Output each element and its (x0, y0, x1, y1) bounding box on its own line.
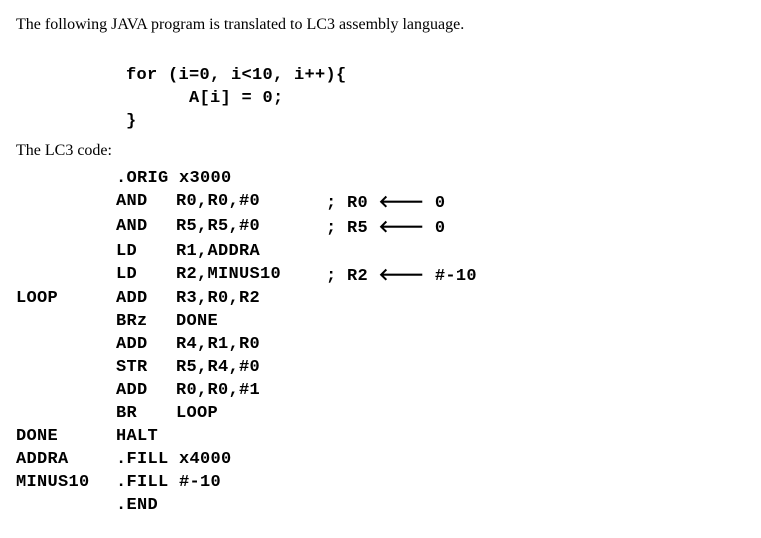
asm-label: ADDRA (16, 449, 116, 472)
asm-line: STRR5,R4,#0 (16, 357, 745, 380)
asm-label: MINUS10 (16, 472, 116, 495)
asm-operands: R5,R4,#0 (176, 357, 326, 380)
asm-label (16, 357, 116, 380)
asm-line: ADDR0,R0,#1 (16, 380, 745, 403)
asm-line: MINUS10.FILL #-10 (16, 472, 745, 495)
asm-operands: R5,R5,#0 (176, 216, 326, 241)
lc3-heading: The LC3 code: (16, 142, 745, 160)
intro-text: The following JAVA program is translated… (16, 16, 745, 34)
asm-directive: .END (116, 495, 326, 518)
asm-label (16, 264, 116, 289)
asm-label (16, 495, 116, 518)
asm-opcode: ADD (116, 380, 176, 403)
asm-label (16, 216, 116, 241)
asm-opcode: HALT (116, 426, 176, 449)
asm-line: .ORIG x3000 (16, 168, 745, 191)
asm-operands: DONE (176, 311, 326, 334)
asm-opcode: ADD (116, 334, 176, 357)
asm-comment: ; R5 🡐 0 (326, 216, 445, 241)
asm-opcode: BR (116, 403, 176, 426)
asm-comment: ; R0 🡐 0 (326, 191, 445, 216)
asm-operands: R1,ADDRA (176, 241, 326, 264)
java-line-1: for (i=0, i<10, i++){ (126, 66, 347, 85)
asm-directive: .FILL #-10 (116, 472, 326, 495)
asm-line: BRLOOP (16, 403, 745, 426)
left-arrow-icon: 🡐 (379, 217, 425, 236)
asm-label (16, 311, 116, 334)
asm-code-block: .ORIG x3000ANDR0,R0,#0; R0 🡐 0ANDR5,R5,#… (16, 168, 745, 518)
asm-comment: ; R2 🡐 #-10 (326, 264, 477, 289)
asm-label (16, 380, 116, 403)
asm-label (16, 191, 116, 216)
asm-operands: R0,R0,#0 (176, 191, 326, 216)
asm-label: DONE (16, 426, 116, 449)
asm-opcode: STR (116, 357, 176, 380)
asm-directive: .ORIG x3000 (116, 168, 326, 191)
asm-line: ANDR5,R5,#0; R5 🡐 0 (16, 216, 745, 241)
asm-operands (176, 426, 326, 449)
left-arrow-icon: 🡐 (379, 192, 425, 211)
asm-opcode: BRz (116, 311, 176, 334)
asm-operands: R0,R0,#1 (176, 380, 326, 403)
asm-operands: R3,R0,R2 (176, 288, 326, 311)
asm-line: DONEHALT (16, 426, 745, 449)
asm-label (16, 403, 116, 426)
asm-directive: .FILL x4000 (116, 449, 326, 472)
asm-operands: R2,MINUS10 (176, 264, 326, 289)
asm-opcode: LD (116, 241, 176, 264)
left-arrow-icon: 🡐 (379, 265, 425, 284)
asm-label (16, 334, 116, 357)
asm-opcode: LD (116, 264, 176, 289)
java-code-block: for (i=0, i<10, i++){ A[i] = 0; } (126, 42, 745, 134)
java-line-3: } (126, 112, 137, 131)
asm-line: ADDRA.FILL x4000 (16, 449, 745, 472)
asm-label (16, 168, 116, 191)
asm-line: LDR2,MINUS10; R2 🡐 #-10 (16, 264, 745, 289)
asm-label: LOOP (16, 288, 116, 311)
asm-line: LOOPADDR3,R0,R2 (16, 288, 745, 311)
asm-line: LDR1,ADDRA (16, 241, 745, 264)
asm-opcode: ADD (116, 288, 176, 311)
asm-opcode: AND (116, 216, 176, 241)
asm-operands: R4,R1,R0 (176, 334, 326, 357)
asm-opcode: AND (116, 191, 176, 216)
java-line-2: A[i] = 0; (126, 89, 284, 108)
asm-line: ANDR0,R0,#0; R0 🡐 0 (16, 191, 745, 216)
asm-line: ADDR4,R1,R0 (16, 334, 745, 357)
asm-label (16, 241, 116, 264)
asm-line: .END (16, 495, 745, 518)
asm-line: BRzDONE (16, 311, 745, 334)
asm-operands: LOOP (176, 403, 326, 426)
